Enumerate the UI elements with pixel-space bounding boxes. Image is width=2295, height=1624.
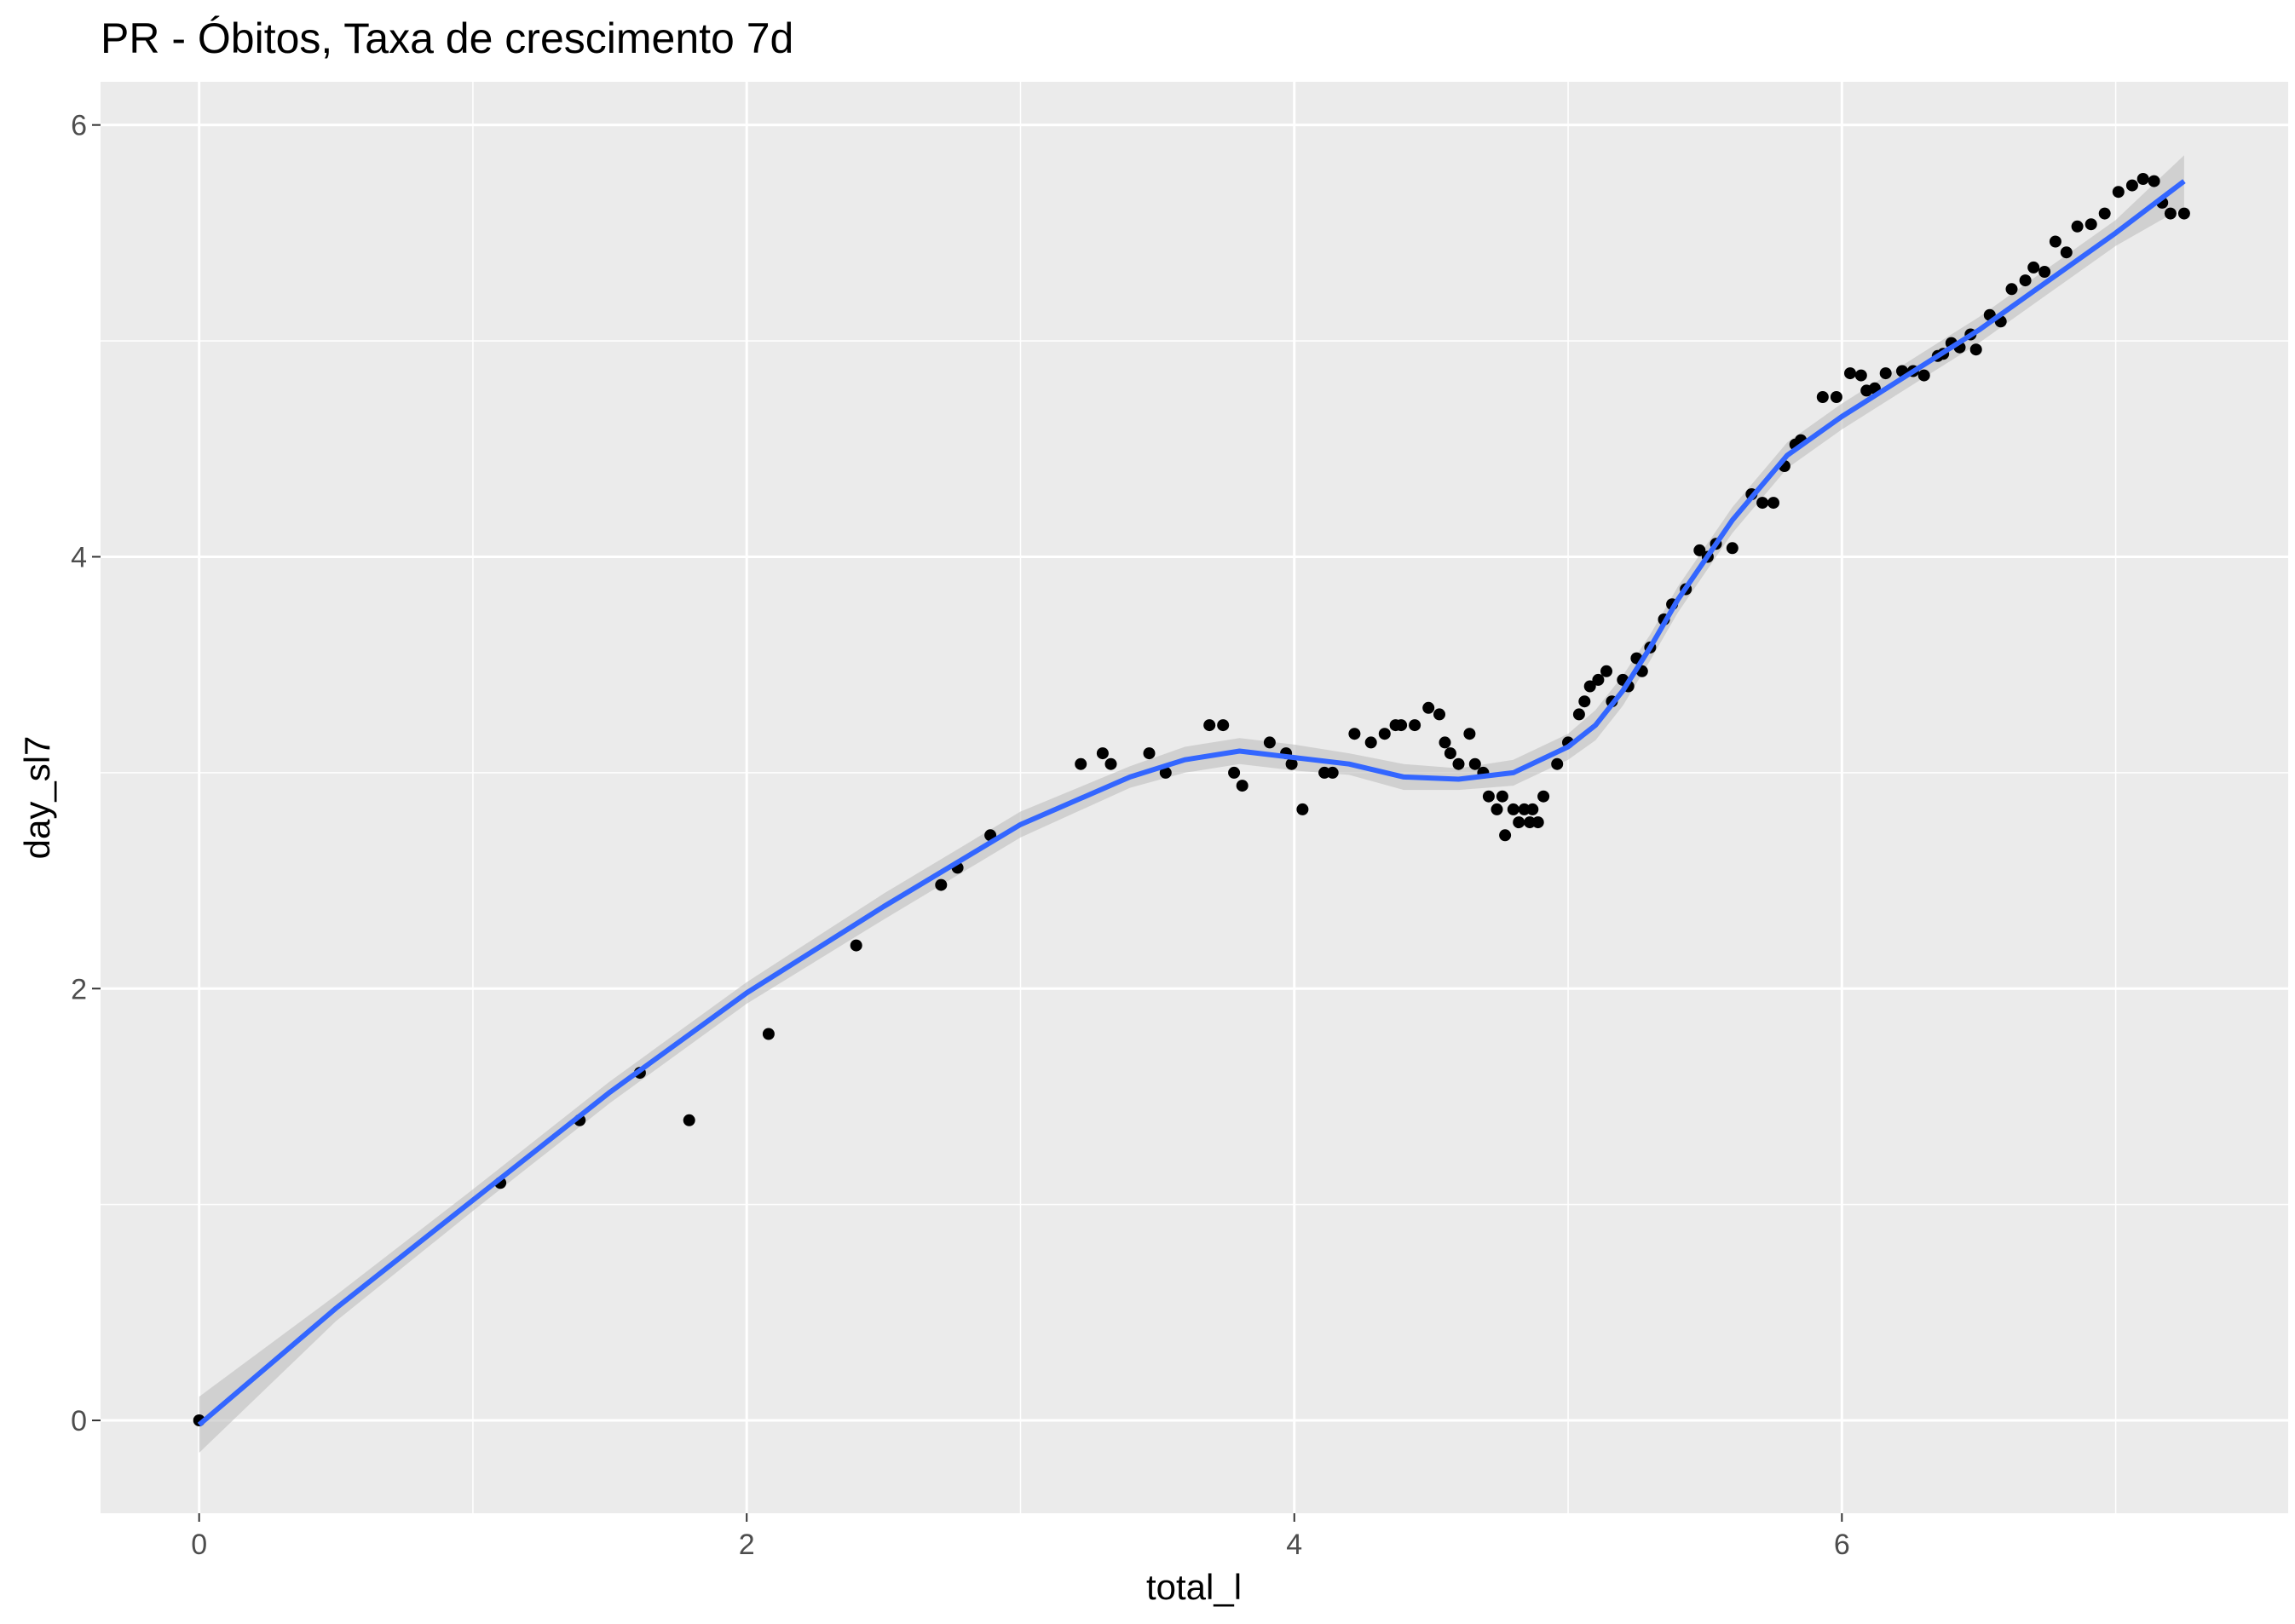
data-point <box>1463 728 1476 740</box>
data-point <box>1756 497 1769 510</box>
data-point <box>762 1028 775 1040</box>
chart-title: PR - Óbitos, Taxa de crescimento 7d <box>101 14 793 62</box>
data-point <box>1583 680 1596 693</box>
grid-major <box>101 82 2288 1513</box>
data-point <box>1348 728 1361 740</box>
data-point <box>1364 736 1377 749</box>
data-point <box>2019 274 2032 287</box>
data-point <box>1578 695 1591 708</box>
x-axis: 0 2 4 6 <box>191 1513 1850 1561</box>
data-point <box>1217 719 1230 732</box>
x-tick-label: 0 <box>191 1529 207 1561</box>
data-point <box>2005 283 2018 296</box>
data-point <box>2027 261 2040 274</box>
data-point <box>850 939 862 952</box>
data-point <box>2136 173 2149 185</box>
plot-panel <box>101 82 2288 1513</box>
y-axis-label: day_sl7 <box>17 736 57 860</box>
x-tick-label: 4 <box>1286 1529 1302 1561</box>
data-point <box>1844 367 1856 380</box>
data-point <box>1816 391 1829 403</box>
data-point <box>1513 816 1525 829</box>
data-point <box>2177 207 2190 220</box>
data-point <box>1075 757 1087 770</box>
data-point <box>1285 757 1298 770</box>
x-tick-label: 6 <box>1834 1529 1850 1561</box>
data-point <box>1468 757 1481 770</box>
y-axis: 0 2 4 6 <box>71 110 101 1437</box>
data-point <box>1524 816 1537 829</box>
data-point <box>1537 790 1550 803</box>
y-tick-label: 2 <box>71 973 87 1005</box>
data-point <box>1600 665 1612 677</box>
data-point <box>1263 736 1276 749</box>
data-point <box>1917 369 1930 382</box>
data-point <box>1444 747 1456 760</box>
data-point <box>1969 343 1982 356</box>
data-point <box>1326 766 1339 779</box>
data-point <box>1143 747 1156 760</box>
y-tick-label: 4 <box>71 541 87 573</box>
data-point <box>1526 803 1539 815</box>
data-point <box>1507 803 1519 815</box>
data-point <box>2060 246 2073 259</box>
data-point <box>1518 803 1531 815</box>
data-point <box>1496 790 1508 803</box>
data-point <box>1879 367 1892 380</box>
data-point <box>1830 391 1842 403</box>
data-point <box>1203 719 1216 732</box>
data-point <box>1104 757 1117 770</box>
data-point <box>1726 542 1739 555</box>
data-point <box>935 878 948 891</box>
data-point <box>1409 719 1421 732</box>
data-point <box>2125 179 2138 192</box>
data-point <box>1159 766 1172 779</box>
data-point <box>1318 766 1331 779</box>
y-tick-label: 0 <box>71 1405 87 1437</box>
data-point <box>1378 728 1391 740</box>
x-tick-label: 2 <box>739 1529 755 1561</box>
data-point <box>1439 736 1451 749</box>
data-point <box>2038 266 2051 278</box>
data-point <box>2112 186 2125 199</box>
data-point <box>2148 175 2160 187</box>
y-tick-label: 6 <box>71 110 87 142</box>
data-point <box>1096 747 1109 760</box>
data-point <box>1491 803 1503 815</box>
data-point <box>1854 369 1867 382</box>
data-point <box>1228 766 1241 779</box>
data-point <box>1236 780 1248 792</box>
data-point <box>2049 235 2061 248</box>
data-point <box>1572 708 1585 721</box>
data-point <box>1395 719 1408 732</box>
data-point <box>1499 829 1512 842</box>
data-point <box>683 1114 695 1126</box>
smooth-line <box>197 179 2186 1427</box>
data-point <box>1551 757 1564 770</box>
data-point <box>2098 207 2111 220</box>
data-point <box>1531 816 1544 829</box>
data-point <box>2164 207 2177 220</box>
data-point <box>1767 497 1779 510</box>
data-point <box>1592 673 1605 686</box>
x-axis-label: total_l <box>1146 1567 1242 1607</box>
data-point <box>1482 790 1495 803</box>
data-point <box>1296 803 1309 815</box>
data-point <box>1433 708 1445 721</box>
data-point <box>1422 701 1435 714</box>
data-point <box>2071 220 2084 233</box>
data-point <box>2085 218 2097 231</box>
data-point <box>1452 757 1465 770</box>
data-point <box>1693 544 1706 556</box>
